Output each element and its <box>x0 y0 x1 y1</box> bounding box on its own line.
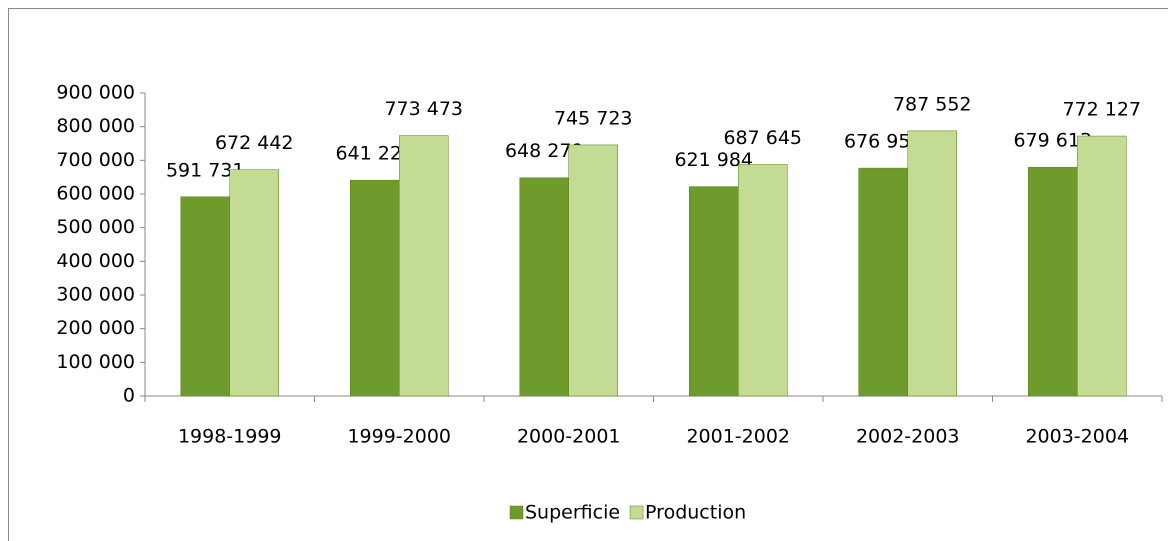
y-tick-label: 900 000 <box>56 82 135 104</box>
y-tick-label: 100 000 <box>56 351 135 373</box>
value-label: 787 552 <box>893 93 972 115</box>
legend-label: Production <box>645 502 746 524</box>
x-tick-label: 1999-2000 <box>347 426 451 448</box>
x-tick-label: 1998-1999 <box>178 426 282 448</box>
y-tick-label: 500 000 <box>56 216 135 238</box>
value-label: 773 473 <box>384 98 463 120</box>
bar <box>858 167 908 397</box>
y-tick-label: 700 000 <box>56 149 135 171</box>
y-tick-label: 200 000 <box>56 317 135 339</box>
bar <box>180 196 230 397</box>
bar <box>689 186 739 397</box>
value-label: 641 229 <box>335 143 414 165</box>
bar <box>519 177 569 397</box>
y-tick-label: 400 000 <box>56 250 135 272</box>
bar <box>399 135 449 397</box>
legend-swatch <box>629 505 644 520</box>
y-tick-label: 800 000 <box>56 115 135 137</box>
bar <box>1028 166 1078 397</box>
bar <box>907 130 957 397</box>
value-label: 745 723 <box>554 107 633 129</box>
value-label: 687 645 <box>723 127 802 149</box>
value-label: 676 956 <box>844 131 923 153</box>
bar <box>350 179 400 397</box>
x-tick-label: 2001-2002 <box>686 426 790 448</box>
value-label: 591 731 <box>166 159 245 181</box>
bar <box>229 169 279 397</box>
value-label: 621 984 <box>674 149 753 171</box>
value-label: 648 279 <box>505 140 584 162</box>
x-tick-label: 2003-2004 <box>1025 426 1129 448</box>
y-tick-label: 600 000 <box>56 183 135 205</box>
bar <box>568 144 618 397</box>
x-tick-label: 2002-2003 <box>856 426 960 448</box>
bar <box>1077 135 1127 397</box>
x-tick-label: 2000-2001 <box>517 426 621 448</box>
bar <box>738 164 788 397</box>
value-label: 672 442 <box>215 132 294 154</box>
legend-label: Superficie <box>525 502 620 524</box>
value-label: 679 613 <box>1013 130 1092 152</box>
y-tick-label: 300 000 <box>56 284 135 306</box>
y-tick-label: 0 <box>123 385 135 407</box>
legend-swatch <box>509 505 524 520</box>
value-label: 772 127 <box>1062 99 1141 121</box>
